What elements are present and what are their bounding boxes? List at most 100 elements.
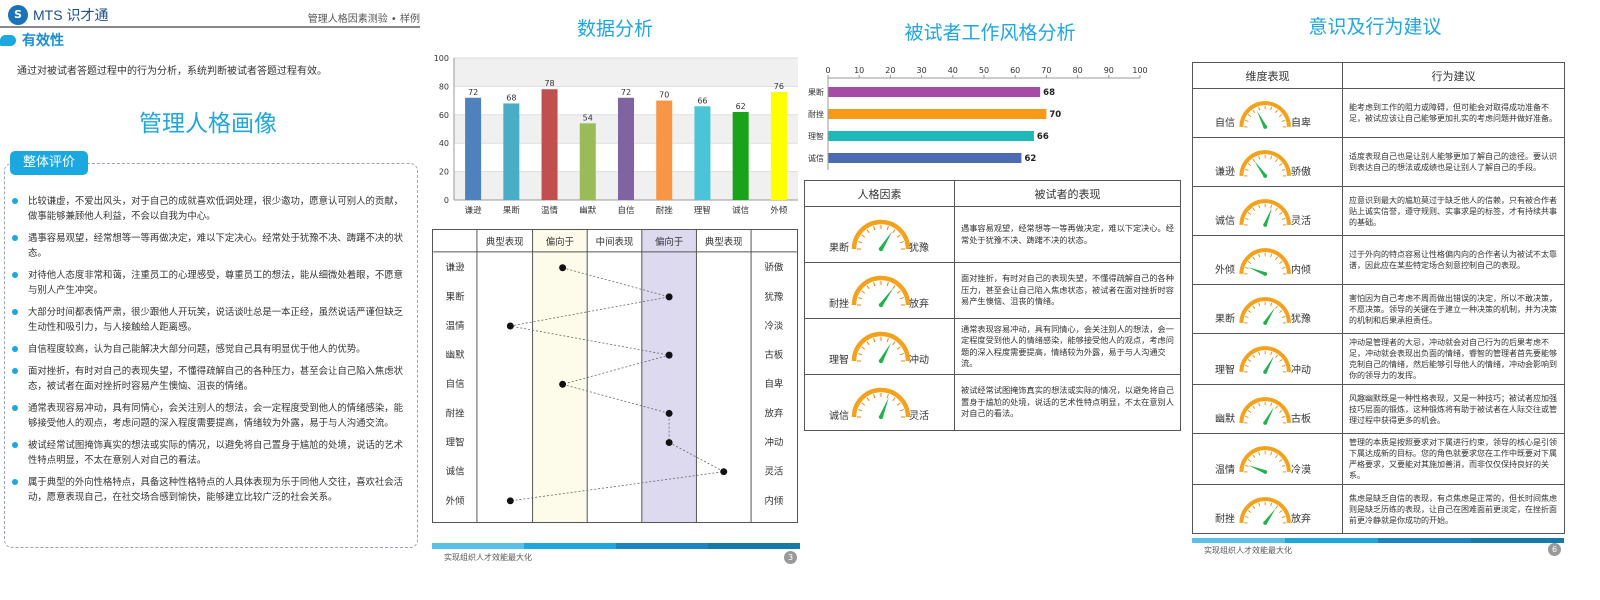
gauge-right-label: 冲动 <box>909 355 929 366</box>
gauge-right-label: 自卑 <box>1291 118 1311 129</box>
description-cell: 遇事容易观望，经常想等一等再做决定，难以下定决心。经常处于犹豫不决、踌躇不决的状… <box>954 206 1181 263</box>
gauge-tick <box>1244 217 1249 220</box>
gauge-tick <box>1258 351 1261 356</box>
y-tick-label: 20 <box>439 168 449 177</box>
table-row: 耐挫 放弃 面对挫折，有时对自己的表现失望，不懂得疏解自己的各种压力，甚至会让自己陷… <box>804 262 1181 319</box>
gauge-arc <box>851 387 911 418</box>
gauge-arc <box>851 219 911 250</box>
x-tick-label: 90 <box>1104 66 1114 75</box>
gauge-tick <box>899 297 904 300</box>
gauge-tick <box>1247 163 1252 166</box>
gauge-tick <box>1252 207 1256 211</box>
gauge-needle <box>1247 465 1266 474</box>
profile-point <box>506 322 514 330</box>
description-cell: 过于外向的特点容易让性格偏内向的合作者认为被试不太靠谱，因此应在某些特定场合刻意… <box>1342 235 1565 285</box>
gauge-tick <box>873 338 876 343</box>
table-row: 理智 冲动 冲动是管理者的大忌，冲动就会对自己行为的后果考虑不足，冲动就会表现出负面… <box>1192 333 1565 385</box>
bar-value-label: 54 <box>583 113 593 122</box>
gauge-tick <box>1247 261 1252 264</box>
profile-left-label: 诚信 <box>446 466 465 478</box>
gauge-icon <box>851 275 911 308</box>
gauge-tick <box>1281 515 1286 518</box>
data-analysis-title: 数据分析 <box>576 18 653 40</box>
profile-left-label: 温情 <box>446 320 465 332</box>
gauge-tick <box>899 353 904 356</box>
gauge-tick <box>1279 163 1283 166</box>
gauge-tick <box>1270 451 1273 456</box>
gauge-icon <box>1239 497 1291 525</box>
gauge-tick <box>1252 354 1256 358</box>
gauge-tick <box>1270 351 1273 356</box>
gauge-tick <box>899 241 904 244</box>
profile-line <box>510 267 726 502</box>
gauge-tick <box>1270 155 1273 160</box>
x-tick-label: 温情 <box>541 205 559 216</box>
header-divider <box>0 26 420 28</box>
gauge-tick <box>1252 305 1256 309</box>
profile-header: 偏向于 <box>546 236 574 248</box>
bar <box>541 89 558 200</box>
gauge-tick <box>1279 510 1283 513</box>
y-tick-label: 100 <box>434 54 449 63</box>
bar-value-label: 62 <box>736 102 746 111</box>
gauge-tick <box>1252 505 1256 509</box>
gauge-tick <box>1252 454 1256 458</box>
gauge-tick <box>1247 114 1252 117</box>
gauge-icon <box>1239 199 1291 227</box>
bar <box>618 97 634 200</box>
gauge-tick <box>1258 204 1261 209</box>
evaluation-item: 遇事容易观望，经常想等一等再做决定，难以下定决心。经常处于犹豫不决、踌躇不决的状… <box>12 231 412 261</box>
gauge-left-label: 果断 <box>1215 314 1235 325</box>
bar <box>828 153 1022 163</box>
table-row: 温情 冷漠 管理的本质是按照要求对下属进行约束，领导的核心是引领下属达成新的目标。您… <box>1192 433 1565 485</box>
footer-bar-segment <box>1471 538 1564 543</box>
footer-bar-segment <box>524 543 616 549</box>
gauge-left-label: 自信 <box>1215 118 1235 129</box>
footer-bar-segment <box>1285 538 1378 543</box>
gauge-tick <box>858 297 863 300</box>
speech-bubble-icon <box>0 34 16 46</box>
gauge-right-label: 放弃 <box>909 299 929 310</box>
gauge-tick <box>892 397 896 402</box>
gauge-tick <box>1275 256 1278 260</box>
gauge-tick <box>1275 158 1278 162</box>
profile-header: 典型表现 <box>486 236 524 248</box>
profile-point <box>559 264 567 272</box>
gauge-tick <box>1244 515 1249 518</box>
profile-right-label: 冲动 <box>764 437 783 449</box>
gauge-hub <box>1263 124 1268 129</box>
x-tick-label: 50 <box>979 66 989 75</box>
gauge-tick <box>1244 364 1249 367</box>
bar <box>828 131 1034 141</box>
gauge-tick <box>1244 168 1249 171</box>
gauge-needle <box>1263 207 1272 226</box>
gauge-tick <box>1258 451 1261 456</box>
work-style-bar-chart: 0 10 20 30 40 50 60 70 80 90 100 果断 68 耐挫 70 理智 66 诚信 62 <box>808 66 1148 170</box>
table-row: 果断 犹豫 害怕因为自己考虑不周而做出错误的决定，所以不敢决策，不愿决策。领导的关键… <box>1192 284 1565 334</box>
gauge-tick <box>1275 354 1278 358</box>
bar-value-label: 72 <box>621 88 631 97</box>
profile-point <box>665 351 673 359</box>
evaluation-list: 比较谦虚，不爱出风头，对于自己的成就喜欢低调处理，很少邀功，愿意认可别人的贡献，… <box>12 194 412 512</box>
gauge-needle <box>1263 406 1275 424</box>
gauge-tick <box>1275 207 1278 211</box>
gauge-tick <box>861 346 866 350</box>
gauge-tick <box>1270 502 1273 507</box>
gauge-arc <box>1239 150 1291 177</box>
description-cell: 应意识到最大的尴尬莫过于缺乏他人的信赖，只有被合作者贴上诚实信誉，遵守规则、实事… <box>1342 186 1565 236</box>
table-header: 行为建议 <box>1342 62 1565 89</box>
footer-bar-segment <box>616 543 708 549</box>
gauge-hub <box>1263 173 1268 178</box>
score-bar-chart: 0 20 40 60 80 100 72 谦逊 68 果断 78 温情 54 幽默 72 自信 70 耐挫 66 理智… <box>434 54 798 216</box>
x-tick-label: 10 <box>854 66 864 75</box>
profile-right-label: 放弃 <box>764 407 783 419</box>
gauge-needle <box>1247 267 1266 276</box>
bar <box>579 123 596 200</box>
gauge-tick <box>1247 410 1252 413</box>
gauge-tick <box>1279 310 1283 313</box>
gauge-cell: 谦逊 骄傲 <box>1192 137 1343 187</box>
work-style-table: 人格因素 被试者的表现 果断 犹豫 遇事容易观望，经常想等一等再做决定，难以下定决心… <box>804 180 1181 431</box>
gauge-tick <box>1270 402 1273 407</box>
gauge-arc <box>1239 397 1291 424</box>
table-header: 人格因素 <box>804 180 955 207</box>
